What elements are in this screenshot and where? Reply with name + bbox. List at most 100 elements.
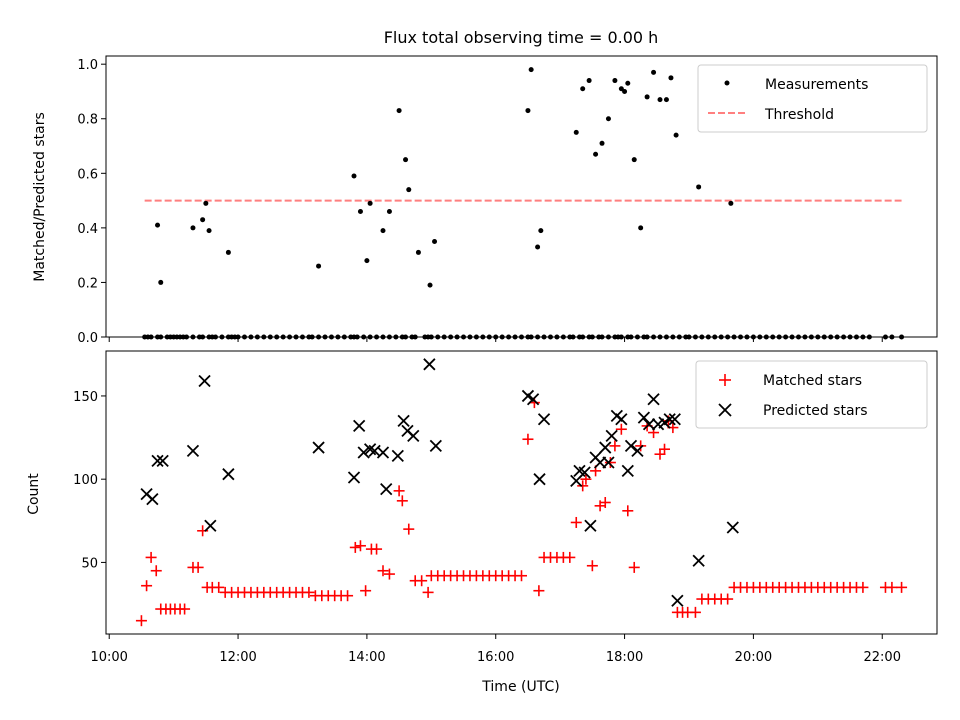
- matched-star-point: [622, 505, 634, 517]
- predicted-star-stroke-b: [615, 413, 628, 426]
- measurement-point: [386, 209, 392, 215]
- matched-star-point: [377, 565, 389, 577]
- measurement-point: [599, 140, 605, 146]
- top-y-tick-label: 0.6: [77, 167, 98, 182]
- matched-star-point: [383, 568, 395, 580]
- measurement-point: [316, 263, 322, 269]
- x-axis-label: Time (UTC): [481, 679, 559, 695]
- matched-star-point: [635, 440, 647, 452]
- matched-star-point: [896, 581, 908, 593]
- predicted-star-stroke-b: [642, 418, 656, 431]
- predicted-star-point: [668, 413, 681, 426]
- matched-star-point: [689, 606, 701, 618]
- legend-matched-marker: [719, 374, 731, 386]
- predicted-star-point: [647, 393, 660, 406]
- matched-star-point: [354, 540, 366, 552]
- predicted-star-point: [637, 411, 651, 424]
- matched-star-point: [360, 585, 372, 597]
- predicted-star-stroke-b: [526, 393, 540, 406]
- matched-star-point: [141, 580, 153, 592]
- bottom-legend: Matched stars Predicted stars: [695, 360, 928, 429]
- matched-star-point: [416, 575, 428, 587]
- predicted-star-stroke-b: [631, 444, 644, 458]
- top-y-tick-label: 0.8: [77, 113, 98, 128]
- measurement-point: [651, 69, 657, 75]
- predicted-star-stroke-b: [204, 519, 217, 532]
- predicted-star-point: [222, 468, 235, 481]
- top-y-axis: 0.0 0.2 0.4 0.6 0.8 1.0: [77, 58, 106, 346]
- matched-star-point: [179, 603, 191, 615]
- matched-star-point: [213, 581, 225, 593]
- legend-predicted-label: Predicted stars: [763, 403, 868, 419]
- predicted-star-point: [353, 419, 366, 433]
- predicted-star-stroke-b: [222, 468, 235, 481]
- measurement-point: [580, 86, 586, 92]
- predicted-star-stroke-b: [578, 466, 591, 479]
- predicted-star-point: [429, 439, 442, 453]
- measurement-point: [586, 78, 592, 84]
- measurement-point: [638, 225, 644, 231]
- measurement-point: [364, 258, 370, 264]
- predicted-star-point: [602, 456, 615, 469]
- predicted-star-point: [726, 521, 739, 534]
- predicted-star-point: [391, 449, 404, 463]
- predicted-star-point: [663, 413, 676, 426]
- measurement-point: [155, 222, 161, 228]
- matched-star-point: [342, 590, 354, 602]
- chart-title: Flux total observing time = 0.00 h: [384, 28, 659, 47]
- predicted-star-stroke-b: [671, 594, 684, 607]
- measurement-point: [406, 187, 412, 193]
- measurement-point: [528, 67, 534, 73]
- measurement-point: [673, 132, 679, 138]
- bottom-data-layer: [135, 358, 908, 627]
- matched-star-point: [135, 615, 147, 627]
- predicted-star-stroke-b: [584, 519, 597, 532]
- predicted-star-stroke-b: [380, 483, 393, 496]
- predicted-star-stroke-b: [363, 443, 377, 456]
- predicted-star-stroke-b: [663, 413, 676, 426]
- bottom-y-axis-label: Count: [26, 473, 42, 515]
- measurement-point: [525, 108, 531, 114]
- predicted-star-point: [692, 554, 705, 567]
- predicted-star-stroke-b: [353, 419, 366, 433]
- predicted-star-point: [151, 454, 164, 468]
- top-chart-panel: Flux total observing time = 0.00 h 0.00.…: [32, 28, 938, 346]
- matched-star-point: [371, 543, 383, 555]
- predicted-star-stroke-b: [621, 464, 634, 477]
- measurement-point: [593, 151, 599, 157]
- measurement-point: [622, 88, 628, 94]
- predicted-star-stroke-b: [312, 441, 325, 454]
- measurement-point: [668, 75, 674, 81]
- matched-star-point: [396, 495, 408, 507]
- top-y-tick-label: 0.4: [77, 222, 98, 237]
- matched-star-point: [580, 473, 592, 485]
- bottom-y-tick-label: 50: [81, 556, 98, 571]
- predicted-star-point: [533, 473, 546, 486]
- measurement-point: [203, 200, 209, 206]
- predicted-star-point: [671, 594, 684, 607]
- measurement-point: [190, 225, 196, 231]
- matched-star-point: [722, 593, 734, 605]
- measurement-point: [605, 116, 611, 122]
- top-x-ticks: [108, 337, 883, 342]
- bottom-y-tick-label: 150: [73, 390, 98, 405]
- measurement-point: [728, 200, 734, 206]
- matched-star-point: [857, 581, 869, 593]
- predicted-star-point: [624, 439, 638, 453]
- measurement-point: [357, 209, 363, 215]
- matched-star-point: [599, 496, 611, 508]
- predicted-star-stroke-b: [599, 441, 612, 454]
- predicted-star-stroke-b: [602, 456, 615, 469]
- predicted-star-point: [204, 519, 217, 532]
- legend-threshold-label: Threshold: [764, 107, 834, 123]
- bottom-x-tick-label: 18:00: [606, 650, 643, 665]
- predicted-star-point: [407, 429, 420, 443]
- measurement-point: [612, 78, 618, 84]
- predicted-star-stroke-b: [647, 393, 660, 406]
- measurement-point: [396, 108, 402, 114]
- matched-star-point: [403, 523, 415, 535]
- measurement-point: [415, 249, 421, 255]
- measurement-point: [367, 200, 373, 206]
- measurement-point: [206, 228, 212, 234]
- predicted-star-point: [631, 444, 644, 458]
